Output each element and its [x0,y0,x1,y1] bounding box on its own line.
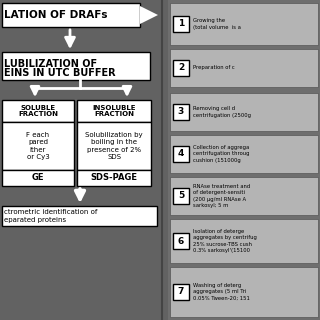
Bar [170,177,318,215]
Bar [77,170,151,186]
Bar [173,188,189,204]
Text: SDS-PAGE: SDS-PAGE [91,173,138,182]
Text: Growing the
(total volume  is a: Growing the (total volume is a [193,18,241,30]
Bar [2,206,157,226]
Text: 1: 1 [178,20,184,28]
Bar [2,3,140,27]
Text: 3: 3 [178,108,184,116]
Bar [0,0,160,320]
Text: F each
pared
ither
or Cy3: F each pared ither or Cy3 [27,132,50,160]
Bar [2,170,74,186]
Polygon shape [140,6,158,24]
Text: RNAse treatment and
of detergent-sensiti
(200 μg/ml RNAse A
sarkosyl; 5 m: RNAse treatment and of detergent-sensiti… [193,184,250,208]
Text: 7: 7 [178,287,184,297]
Bar [173,60,189,76]
Bar [170,3,318,45]
Bar [170,219,318,263]
Text: Solubilization by
boiling in the
presence of 2%
SDS: Solubilization by boiling in the presenc… [85,132,143,160]
Bar [173,284,189,300]
Bar [2,122,74,170]
Bar [170,49,318,87]
Text: Washing of deterg
aggregates (5 ml Tri
0.05% Tween-20; 151: Washing of deterg aggregates (5 ml Tri 0… [193,283,250,301]
Text: 5: 5 [178,191,184,201]
Text: LUBILIZATION OF: LUBILIZATION OF [4,59,97,69]
Bar [170,267,318,317]
Text: GE: GE [32,173,44,182]
Bar [2,100,74,122]
Bar [170,93,318,131]
Text: INSOLUBLE
FRACTION: INSOLUBLE FRACTION [92,105,136,117]
Bar [168,0,320,320]
Bar [173,146,189,162]
Bar [170,135,318,173]
Text: 6: 6 [178,236,184,245]
Text: EINS IN UTC BUFFER: EINS IN UTC BUFFER [4,68,116,78]
Bar [77,100,151,122]
Text: 2: 2 [178,63,184,73]
Text: SOLUBLE
FRACTION: SOLUBLE FRACTION [18,105,58,117]
Text: 4: 4 [178,149,184,158]
Bar [173,233,189,249]
Text: Collection of aggrega
centrifugation throug
cushion (151000g: Collection of aggrega centrifugation thr… [193,145,250,163]
Text: Preparation of c: Preparation of c [193,66,235,70]
Text: ctrometric identification of
eparated proteins: ctrometric identification of eparated pr… [4,209,97,223]
Text: LATION OF DRAFs: LATION OF DRAFs [4,10,108,20]
Bar [2,52,150,80]
Bar [173,104,189,120]
Bar [77,122,151,170]
Bar [173,16,189,32]
Text: Isolation of deterge
aggregates by centrifug
25% sucrose-TBS cush
0.3% sarkosyl': Isolation of deterge aggregates by centr… [193,229,257,253]
Text: Removing cell d
centrifugation (2500g: Removing cell d centrifugation (2500g [193,106,251,117]
